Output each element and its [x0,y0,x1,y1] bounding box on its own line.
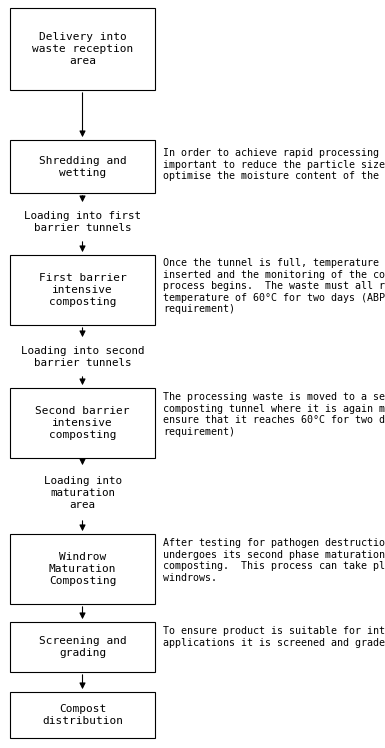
Bar [10,140,155,193]
Text: The processing waste is moved to a second
composting tunnel where it is again mo: The processing waste is moved to a secon… [163,392,385,437]
Bar [10,692,155,738]
Text: First barrier
intensive
composting: First barrier intensive composting [38,273,126,307]
Text: Once the tunnel is full, temperature probes are
inserted and the monitoring of t: Once the tunnel is full, temperature pro… [163,258,385,314]
Text: Loading into
maturation
area: Loading into maturation area [44,476,122,510]
Text: Shredding and
wetting: Shredding and wetting [38,156,126,177]
Bar [10,8,155,90]
Text: Delivery into
waste reception
area: Delivery into waste reception area [32,32,133,66]
Text: Second barrier
intensive
composting: Second barrier intensive composting [35,406,130,440]
Bar [10,255,155,325]
Text: Compost
distribution: Compost distribution [42,704,123,726]
Text: After testing for pathogen destruction, the material
undergoes its second phase : After testing for pathogen destruction, … [163,538,385,583]
Text: Loading into first
barrier tunnels: Loading into first barrier tunnels [24,211,141,233]
Text: Loading into second
barrier tunnels: Loading into second barrier tunnels [21,346,144,368]
Text: To ensure product is suitable for intended
applications it is screened and grade: To ensure product is suitable for intend… [163,626,385,648]
Text: In order to achieve rapid processing it is very
important to reduce the particle: In order to achieve rapid processing it … [163,148,385,181]
Bar [10,534,155,604]
Bar [10,622,155,672]
Bar [10,388,155,458]
Text: Windrow
Maturation
Composting: Windrow Maturation Composting [49,552,116,586]
Text: Screening and
grading: Screening and grading [38,636,126,658]
